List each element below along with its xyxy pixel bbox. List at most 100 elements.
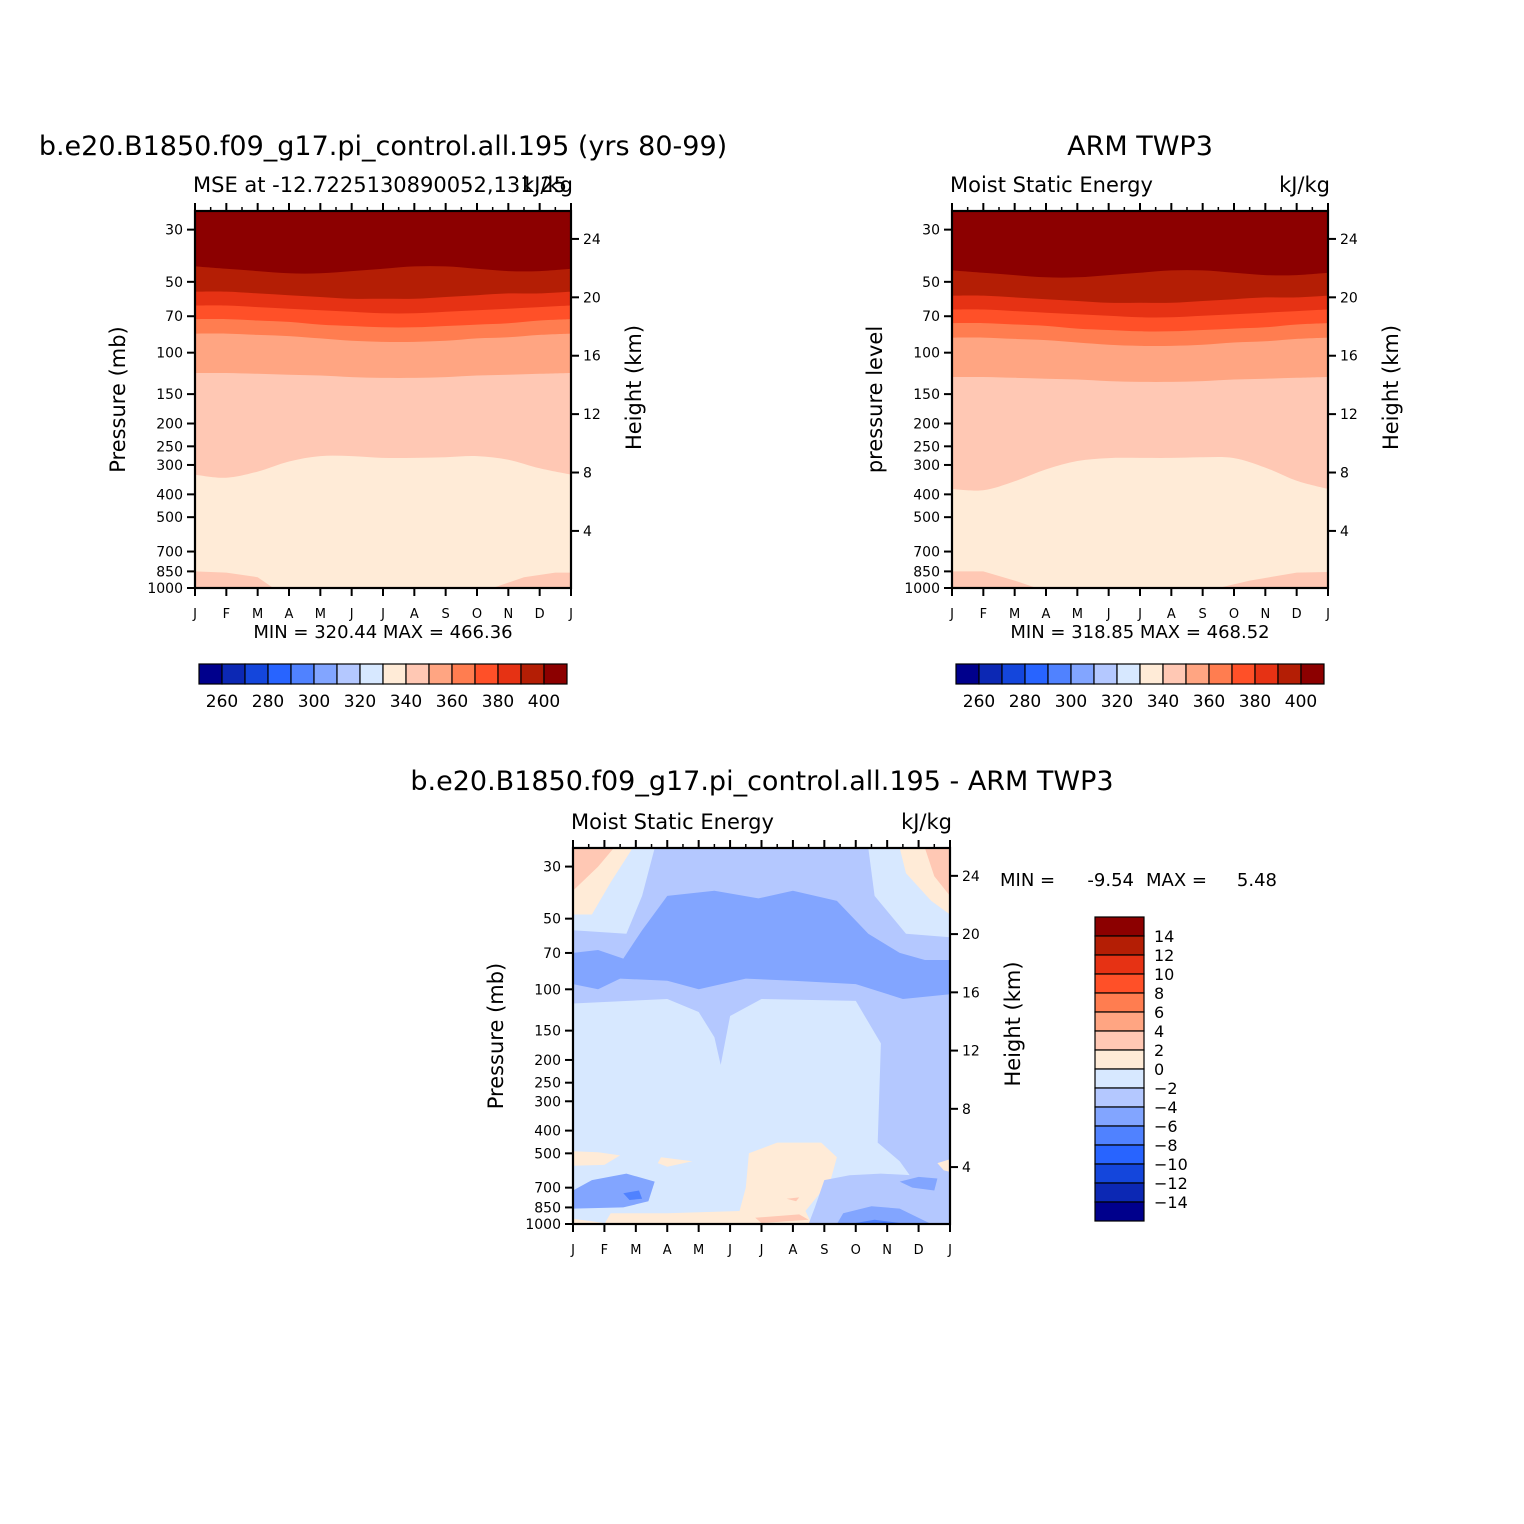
colorbar-box [497, 663, 522, 685]
y-right-tick-label: 20 [1340, 290, 1358, 306]
y-tick-label: 200 [534, 1053, 561, 1069]
y-right-tick-label: 8 [1340, 466, 1349, 482]
colorbar-box [1094, 992, 1145, 1013]
band-0-2 [573, 1151, 621, 1166]
y-tick-label: 500 [156, 510, 183, 526]
model-panel: J F M A M J J A S O N D J 30 50 70 100 150 200 250 300 400 500… [39, 131, 727, 712]
y-right-tick-label: 24 [583, 232, 601, 248]
colorbar-box [1116, 663, 1141, 685]
y-right-tick-label: 4 [1340, 524, 1349, 540]
colorbar-box [1094, 935, 1145, 956]
colorbar-box [978, 663, 1003, 685]
left-string: Moist Static Energy [571, 810, 774, 834]
band-2-4 [924, 848, 950, 896]
y-tick-label: 50 [165, 275, 183, 291]
band-340-surface [1218, 572, 1328, 588]
colorbar-box [1231, 663, 1256, 685]
colorbar-box [1094, 1011, 1145, 1032]
x-tick-label: J [1137, 607, 1142, 622]
colorbar-box [1208, 663, 1233, 685]
y-right-tick-label: 12 [962, 1044, 980, 1060]
y-right-axis-label: Height (km) [622, 325, 646, 450]
band-m6-m4 [573, 890, 950, 999]
colorbar-label: −2 [1154, 1079, 1178, 1098]
y-right-tick-label: 12 [1340, 407, 1358, 423]
colorbar-box [451, 663, 476, 685]
x-tick-label: A [285, 607, 294, 622]
colorbar-box [405, 663, 430, 685]
y-tick-label: 50 [922, 275, 940, 291]
band-340-surface [195, 571, 274, 588]
x-tick-label: M [252, 607, 263, 622]
colorbar-box [1094, 1125, 1145, 1146]
colorbar-box [428, 663, 453, 685]
min-value: -9.54 [1087, 870, 1134, 891]
band-0-2 [937, 1159, 950, 1172]
colorbar-box [1254, 663, 1279, 685]
y-tick-label: 30 [922, 223, 940, 239]
x-tick-label: M [693, 1243, 704, 1258]
colorbar-box [290, 663, 315, 685]
colorbar-label: 8 [1154, 984, 1164, 1003]
y-tick-label: 700 [534, 1181, 561, 1197]
y-tick-label: 70 [165, 309, 183, 325]
band-310-320 [6, 770, 8, 806]
y-right-tick-label: 16 [962, 985, 980, 1001]
band-m8-m6 [623, 1190, 643, 1200]
right-string: kJ/kg [901, 810, 952, 834]
x-tick-label: A [663, 1243, 672, 1258]
colorbar-label: 280 [252, 692, 284, 712]
colorbar-box [955, 663, 980, 685]
colorbar-label: 400 [528, 692, 560, 712]
colorbar-box [1094, 1182, 1145, 1203]
x-tick-label: M [1009, 607, 1020, 622]
colorbar-box [1093, 663, 1118, 685]
band-400 [195, 211, 571, 274]
y-tick-label: 500 [534, 1146, 561, 1162]
colorbar-label: 260 [963, 692, 995, 712]
colorbar-box [1094, 1144, 1145, 1165]
band-2-4 [755, 1214, 809, 1223]
x-tick-label: S [1199, 607, 1207, 622]
obs-panel: J F M A M J J A S O N D J 30 50 70 100 150 200 250 300 400 500… [6, 131, 1403, 806]
band-2-4 [573, 848, 614, 891]
y-tick-label: 100 [156, 346, 183, 362]
x-tick-label: J [349, 607, 354, 622]
x-tick-label: M [1072, 607, 1083, 622]
difference-panel: J F M A M J J A S O N D J305070100150200250300400500… [410, 766, 1277, 1258]
colorbar-box [1001, 663, 1026, 685]
x-tick-label: F [980, 607, 987, 622]
x-tick-label: M [315, 607, 326, 622]
x-tick-label: N [882, 1243, 892, 1258]
colorbar-box [1185, 663, 1210, 685]
colorbar-label: 12 [1154, 946, 1174, 965]
x-tick-label: A [1167, 607, 1176, 622]
colorbar-label: 14 [1154, 927, 1174, 946]
y-right-tick-label: 16 [1340, 349, 1358, 365]
y-right-axis-label: Height (km) [1379, 325, 1403, 450]
colorbar-label: 4 [1154, 1022, 1164, 1041]
chart-title: b.e20.B1850.f09_g17.pi_control.all.195 -… [410, 766, 1113, 797]
colorbar-label: 380 [482, 692, 514, 712]
y-tick-label: 400 [156, 487, 183, 503]
contour-fill [573, 848, 950, 1224]
colorbar-label: 10 [1154, 965, 1174, 984]
y-tick-label: 300 [913, 458, 940, 474]
colorbar-box [1300, 663, 1325, 685]
colorbar-label: −12 [1154, 1174, 1188, 1193]
y-tick-label: 850 [156, 564, 183, 580]
colorbar-box [1277, 663, 1302, 685]
colorbar-box [1162, 663, 1187, 685]
y-tick-label: 300 [534, 1094, 561, 1110]
y-tick-label: 100 [913, 346, 940, 362]
y-tick-label: 500 [913, 510, 940, 526]
min-max-stats: MIN = 320.44 MAX = 466.36 [253, 622, 512, 643]
y-tick-label: 30 [543, 860, 561, 876]
colorbar-label: 320 [344, 692, 376, 712]
y-axis-label: pressure level [863, 326, 887, 473]
x-tick-label: D [914, 1243, 924, 1258]
y-tick-label: 300 [156, 458, 183, 474]
colorbar-label: 340 [1147, 692, 1179, 712]
colorbar-label: −10 [1154, 1155, 1188, 1174]
colorbar-label: 380 [1239, 692, 1271, 712]
